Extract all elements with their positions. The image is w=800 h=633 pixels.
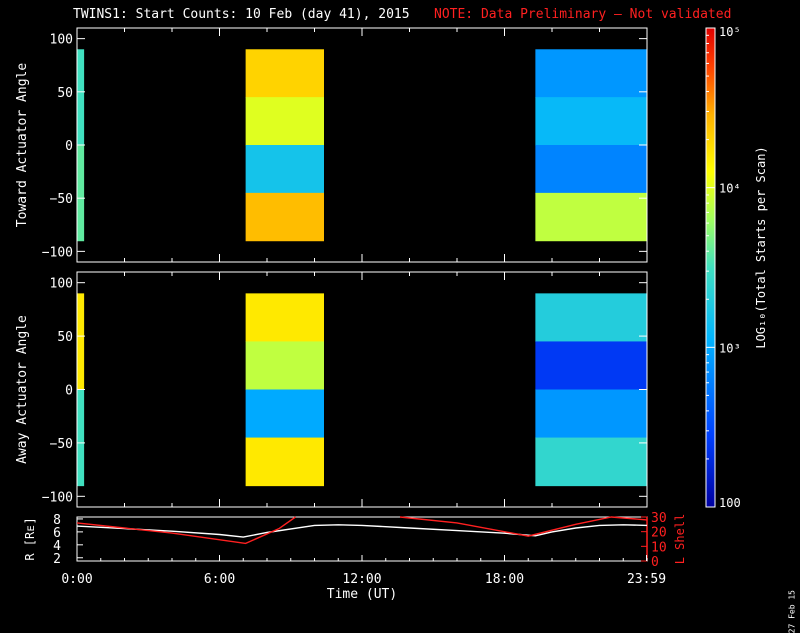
x-axis-label: Time (UT) bbox=[327, 587, 397, 600]
colorbar: 10⁵ 10⁴ 10³ 100 LOG₁₀(Total Starts per Scan) bbox=[705, 25, 768, 510]
heatmap-cell bbox=[77, 293, 85, 390]
y-tick-label: 100 bbox=[50, 33, 73, 48]
heatmap-cell bbox=[245, 49, 324, 98]
l-shell-line bbox=[76, 516, 296, 545]
heatmap-cell bbox=[535, 293, 647, 342]
plot-title: TWINS1: Start Counts: 10 Feb (day 41), 2… bbox=[73, 7, 410, 22]
r-distance-line bbox=[76, 524, 648, 538]
x-tick-label: 18:00 bbox=[485, 572, 524, 587]
heatmap-cell bbox=[245, 389, 324, 439]
heatmap-cell bbox=[535, 389, 647, 439]
y-axis-right-label: L Shell bbox=[673, 514, 687, 565]
x-tick-label: 12:00 bbox=[342, 572, 381, 587]
y-tick-right-label: 10 bbox=[651, 540, 667, 555]
heatmap-cell bbox=[535, 145, 647, 194]
heatmap-cell bbox=[245, 192, 324, 242]
orbit-frame bbox=[76, 516, 648, 562]
y-tick-left-label: 8 bbox=[53, 513, 61, 528]
y-tick-right-label: 0 bbox=[651, 555, 659, 570]
x-tick-label: 23:59 bbox=[627, 572, 666, 587]
colorbar-tick-label: 10⁴ bbox=[719, 182, 741, 196]
l-shell-line bbox=[399, 516, 648, 537]
y-tick-label: 0 bbox=[65, 384, 73, 399]
heatmap-panel-toward: 100 50 0 −50 −100 Toward Actuator Angle bbox=[15, 27, 648, 263]
title-bar: TWINS1: Start Counts: 10 Feb (day 41), 2… bbox=[0, 7, 800, 27]
colorbar-gradient bbox=[705, 27, 716, 508]
heatmap-cell bbox=[535, 97, 647, 146]
y-tick-label: 100 bbox=[50, 277, 73, 292]
colorbar-tick-label: 10⁵ bbox=[719, 25, 741, 39]
y-tick-label: −100 bbox=[42, 490, 73, 505]
generated-date: 27 Feb 15 bbox=[787, 590, 796, 633]
preliminary-note: NOTE: Data Preliminary – Not validated bbox=[434, 7, 732, 22]
y-axis-left-label: R [Rᴇ] bbox=[23, 517, 37, 560]
y-tick-left-label: 4 bbox=[53, 539, 61, 554]
y-tick-left-label: 2 bbox=[53, 552, 61, 567]
x-tick-label: 6:00 bbox=[204, 572, 235, 587]
heatmap-cell bbox=[245, 437, 324, 487]
heatmap-cell bbox=[535, 341, 647, 390]
heatmap-cell bbox=[77, 145, 85, 242]
heatmap-cell bbox=[535, 49, 647, 98]
heatmap-cell bbox=[535, 192, 647, 242]
heatmap-cell bbox=[535, 437, 647, 487]
heatmap-cell bbox=[245, 293, 324, 342]
y-tick-right-label: 30 bbox=[651, 511, 667, 526]
colorbar-tick-label: 100 bbox=[719, 496, 741, 510]
y-tick-label: −50 bbox=[50, 192, 73, 207]
heatmap-cell bbox=[245, 145, 324, 194]
heatmap-panel-away: 100 50 0 −50 −100 Away Actuator Angle bbox=[15, 271, 648, 508]
y-tick-label: 50 bbox=[57, 86, 73, 101]
colorbar-label: LOG₁₀(Total Starts per Scan) bbox=[754, 146, 768, 348]
y-axis-label: Away Actuator Angle bbox=[15, 315, 30, 464]
y-axis-label: Toward Actuator Angle bbox=[15, 63, 30, 228]
y-tick-left-label: 6 bbox=[53, 526, 61, 541]
y-tick-label: 0 bbox=[65, 139, 73, 154]
y-tick-label: −100 bbox=[42, 245, 73, 260]
heatmap-cell bbox=[245, 97, 324, 146]
colorbar-tick-label: 10³ bbox=[719, 341, 741, 355]
y-tick-label: −50 bbox=[50, 437, 73, 452]
heatmap-cell bbox=[77, 49, 85, 146]
heatmap-cell bbox=[245, 341, 324, 390]
heatmap-cell bbox=[77, 389, 85, 487]
x-tick-label: 0:00 bbox=[61, 572, 92, 587]
y-tick-right-label: 20 bbox=[651, 526, 667, 541]
y-tick-label: 50 bbox=[57, 330, 73, 345]
